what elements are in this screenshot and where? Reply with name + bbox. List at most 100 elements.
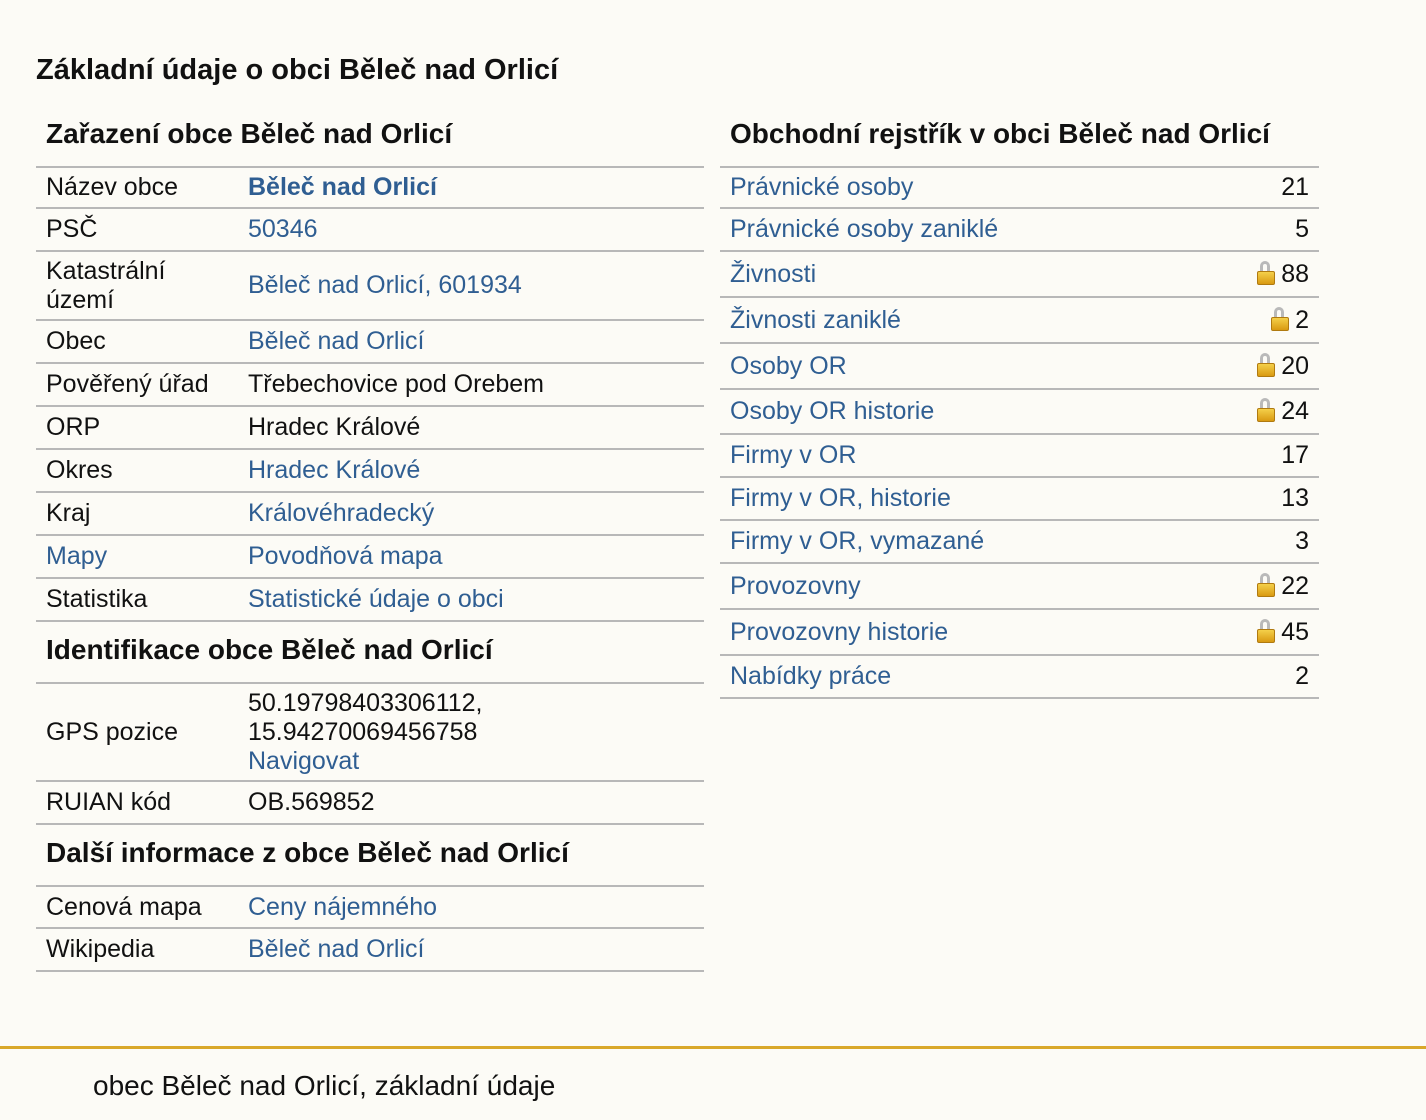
count-value: 21 [1179, 168, 1319, 209]
row-label: Statistika [36, 578, 238, 622]
row-label: Kraj [36, 492, 238, 536]
count-value: 17 [1179, 434, 1319, 478]
row-label: Název obce [36, 168, 238, 209]
or-companies-history-link[interactable]: Firmy v OR, historie [730, 484, 951, 512]
or-persons-history-link[interactable]: Osoby OR historie [730, 397, 935, 425]
table-row: ORP Hradec Králové [36, 406, 704, 450]
identifikace-table: GPS pozice 50.19798403306112, 15.9427006… [36, 684, 704, 825]
or-companies-link[interactable]: Firmy v OR [730, 441, 857, 469]
count-value: 88 [1281, 259, 1309, 288]
row-label: Wikipedia [36, 928, 238, 972]
obec-link[interactable]: Běleč nad Orlicí [248, 327, 425, 355]
gps-longitude: 15.94270069456758 [248, 717, 478, 746]
defunct-trades-link[interactable]: Živnosti zaniklé [730, 305, 901, 334]
row-label: Obec [36, 320, 238, 364]
table-row: RUIAN kód OB.569852 [36, 781, 704, 825]
trades-link[interactable]: Živnosti [730, 259, 817, 288]
count-value: 3 [1179, 520, 1319, 564]
row-value: Třebechovice pod Orebem [238, 363, 704, 407]
cadastral-link[interactable]: Běleč nad Orlicí, 601934 [248, 271, 522, 299]
municipality-name-link[interactable]: Běleč nad Orlicí [248, 173, 437, 201]
table-row: Firmy v OR, vymazané 3 [720, 520, 1319, 564]
table-row: Provozovny 22 [720, 563, 1319, 610]
table-row: Živnosti zaniklé 2 [720, 297, 1319, 344]
table-row: Wikipedia Běleč nad Orlicí [36, 928, 704, 972]
psc-link[interactable]: 50346 [248, 215, 318, 243]
table-row: Provozovny historie 45 [720, 609, 1319, 656]
ruian-label: RUIAN kód [36, 781, 238, 825]
table-row: Mapy Povodňová mapa [36, 535, 704, 579]
table-row: PSČ 50346 [36, 208, 704, 252]
left-column: Zařazení obce Běleč nad Orlicí Název obc… [36, 112, 704, 972]
wikipedia-link[interactable]: Běleč nad Orlicí [248, 935, 425, 963]
lock-icon[interactable] [1257, 352, 1276, 377]
dalsi-section-title: Další informace z obce Běleč nad Orlicí [36, 825, 704, 887]
or-persons-link[interactable]: Osoby OR [730, 351, 847, 380]
maps-link[interactable]: Mapy [46, 542, 108, 570]
gps-label: GPS pozice [36, 684, 238, 782]
lock-icon[interactable] [1257, 260, 1276, 285]
table-row: Právnické osoby 21 [720, 168, 1319, 209]
table-row: Název obce Běleč nad Orlicí [36, 168, 704, 209]
table-row: Právnické osoby zaniklé 5 [720, 208, 1319, 252]
kraj-link[interactable]: Královéhradecký [248, 499, 435, 527]
or-companies-deleted-link[interactable]: Firmy v OR, vymazané [730, 527, 985, 555]
flood-map-link[interactable]: Povodňová mapa [248, 542, 443, 570]
rejstrik-section-title: Obchodní rejstřík v obci Běleč nad Orlic… [720, 112, 1319, 168]
row-label: ORP [36, 406, 238, 450]
footer-text: obec Běleč nad Orlicí, základní údaje [93, 1070, 556, 1101]
count-value: 22 [1281, 571, 1309, 600]
rejstrik-table: Právnické osoby 21 Právnické osoby zanik… [720, 168, 1319, 699]
row-label: Katastrální území [36, 251, 238, 321]
count-value: 45 [1281, 617, 1309, 646]
dalsi-table: Cenová mapa Ceny nájemného Wikipedia Běl… [36, 887, 704, 972]
navigate-link[interactable]: Navigovat [248, 746, 360, 775]
table-row: Firmy v OR, historie 13 [720, 477, 1319, 521]
table-row: Cenová mapa Ceny nájemného [36, 887, 704, 929]
table-row: Firmy v OR 17 [720, 434, 1319, 478]
row-label: Okres [36, 449, 238, 493]
table-row: Osoby OR 20 [720, 343, 1319, 390]
lock-icon[interactable] [1257, 572, 1276, 597]
gps-latitude: 50.19798403306112, [248, 688, 483, 717]
rent-prices-link[interactable]: Ceny nájemného [248, 892, 438, 921]
establishments-link[interactable]: Provozovny [730, 571, 861, 600]
table-row: Pověřený úřad Třebechovice pod Orebem [36, 363, 704, 407]
lock-icon[interactable] [1257, 398, 1276, 422]
table-row: Kraj Královéhradecký [36, 492, 704, 536]
count-value: 20 [1281, 351, 1309, 380]
row-label: PSČ [36, 208, 238, 252]
count-value: 2 [1295, 305, 1309, 334]
table-row: GPS pozice 50.19798403306112, 15.9427006… [36, 684, 704, 782]
ruian-value: OB.569852 [238, 781, 704, 825]
count-value: 5 [1179, 208, 1319, 252]
table-row: Osoby OR historie 24 [720, 389, 1319, 435]
row-label: Cenová mapa [36, 887, 238, 929]
right-column: Obchodní rejstřík v obci Běleč nad Orlic… [720, 112, 1319, 699]
table-row: Okres Hradec Králové [36, 449, 704, 493]
zarazeni-section-title: Zařazení obce Běleč nad Orlicí [36, 112, 704, 168]
zarazeni-table: Název obce Běleč nad Orlicí PSČ 50346 Ka… [36, 168, 704, 622]
okres-link[interactable]: Hradec Králové [248, 456, 421, 484]
row-label: Pověřený úřad [36, 363, 238, 407]
table-row: Nabídky práce 2 [720, 655, 1319, 699]
count-value: 2 [1179, 655, 1319, 699]
lock-icon[interactable] [1271, 306, 1290, 331]
legal-persons-link[interactable]: Právnické osoby [730, 173, 914, 201]
count-value: 24 [1281, 397, 1309, 425]
table-row: Obec Běleč nad Orlicí [36, 320, 704, 364]
establishments-history-link[interactable]: Provozovny historie [730, 617, 949, 646]
row-value: Hradec Králové [238, 406, 704, 450]
lock-icon[interactable] [1257, 618, 1276, 643]
identifikace-section-title: Identifikace obce Běleč nad Orlicí [36, 622, 704, 684]
table-row: Živnosti 88 [720, 251, 1319, 298]
page-title: Základní údaje o obci Běleč nad Orlicí [36, 54, 559, 86]
defunct-legal-persons-link[interactable]: Právnické osoby zaniklé [730, 215, 999, 243]
count-value: 13 [1179, 477, 1319, 521]
table-row: Katastrální území Běleč nad Orlicí, 6019… [36, 251, 704, 321]
statistics-link[interactable]: Statistické údaje o obci [248, 585, 504, 613]
footer-divider [0, 1046, 1426, 1049]
job-offers-link[interactable]: Nabídky práce [730, 662, 892, 690]
table-row: Statistika Statistické údaje o obci [36, 578, 704, 622]
